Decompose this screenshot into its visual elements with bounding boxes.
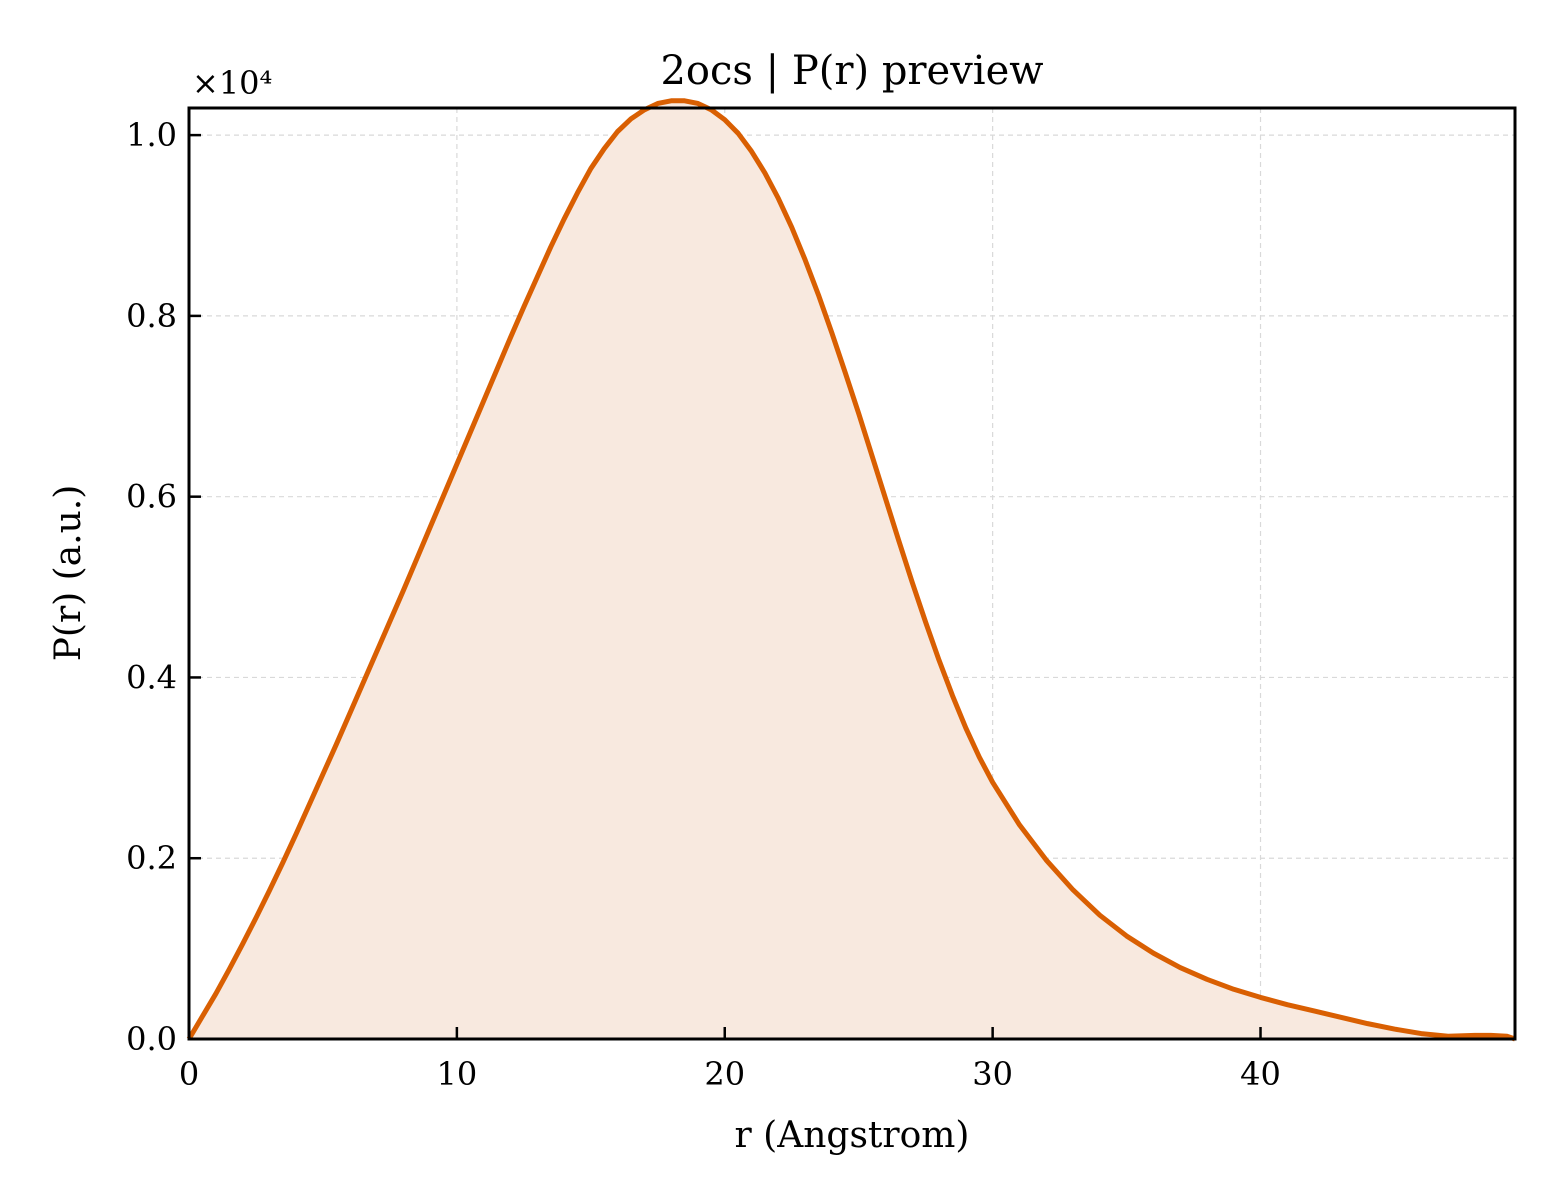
chart-title: 2ocs | P(r) preview <box>660 48 1043 94</box>
x-tick-label: 30 <box>972 1055 1013 1093</box>
area-fill <box>189 100 1515 1039</box>
y-tick-label: 0.6 <box>126 478 177 516</box>
x-axis-label: r (Angstrom) <box>735 1115 970 1156</box>
x-tick-label: 0 <box>179 1055 199 1093</box>
y-tick-label: 0.2 <box>126 839 177 877</box>
series-line <box>186 98 1516 1042</box>
y-tick-label: 1.0 <box>126 116 177 154</box>
y-tick-label: 0.8 <box>126 297 177 335</box>
x-tick-label: 20 <box>704 1055 745 1093</box>
ticks: 0 10 20 30 40 0.0 0.2 0.4 0.6 0.8 1.0 <box>126 116 1281 1093</box>
x-tick-label: 40 <box>1240 1055 1281 1093</box>
x-tick-label: 10 <box>437 1055 478 1093</box>
y-offset-label: ×10⁴ <box>192 64 272 102</box>
y-axis-label: P(r) (a.u.) <box>48 485 89 662</box>
y-tick-label: 0.4 <box>126 658 177 696</box>
y-tick-label: 0.0 <box>126 1020 177 1058</box>
plot-frame <box>187 106 1517 1041</box>
